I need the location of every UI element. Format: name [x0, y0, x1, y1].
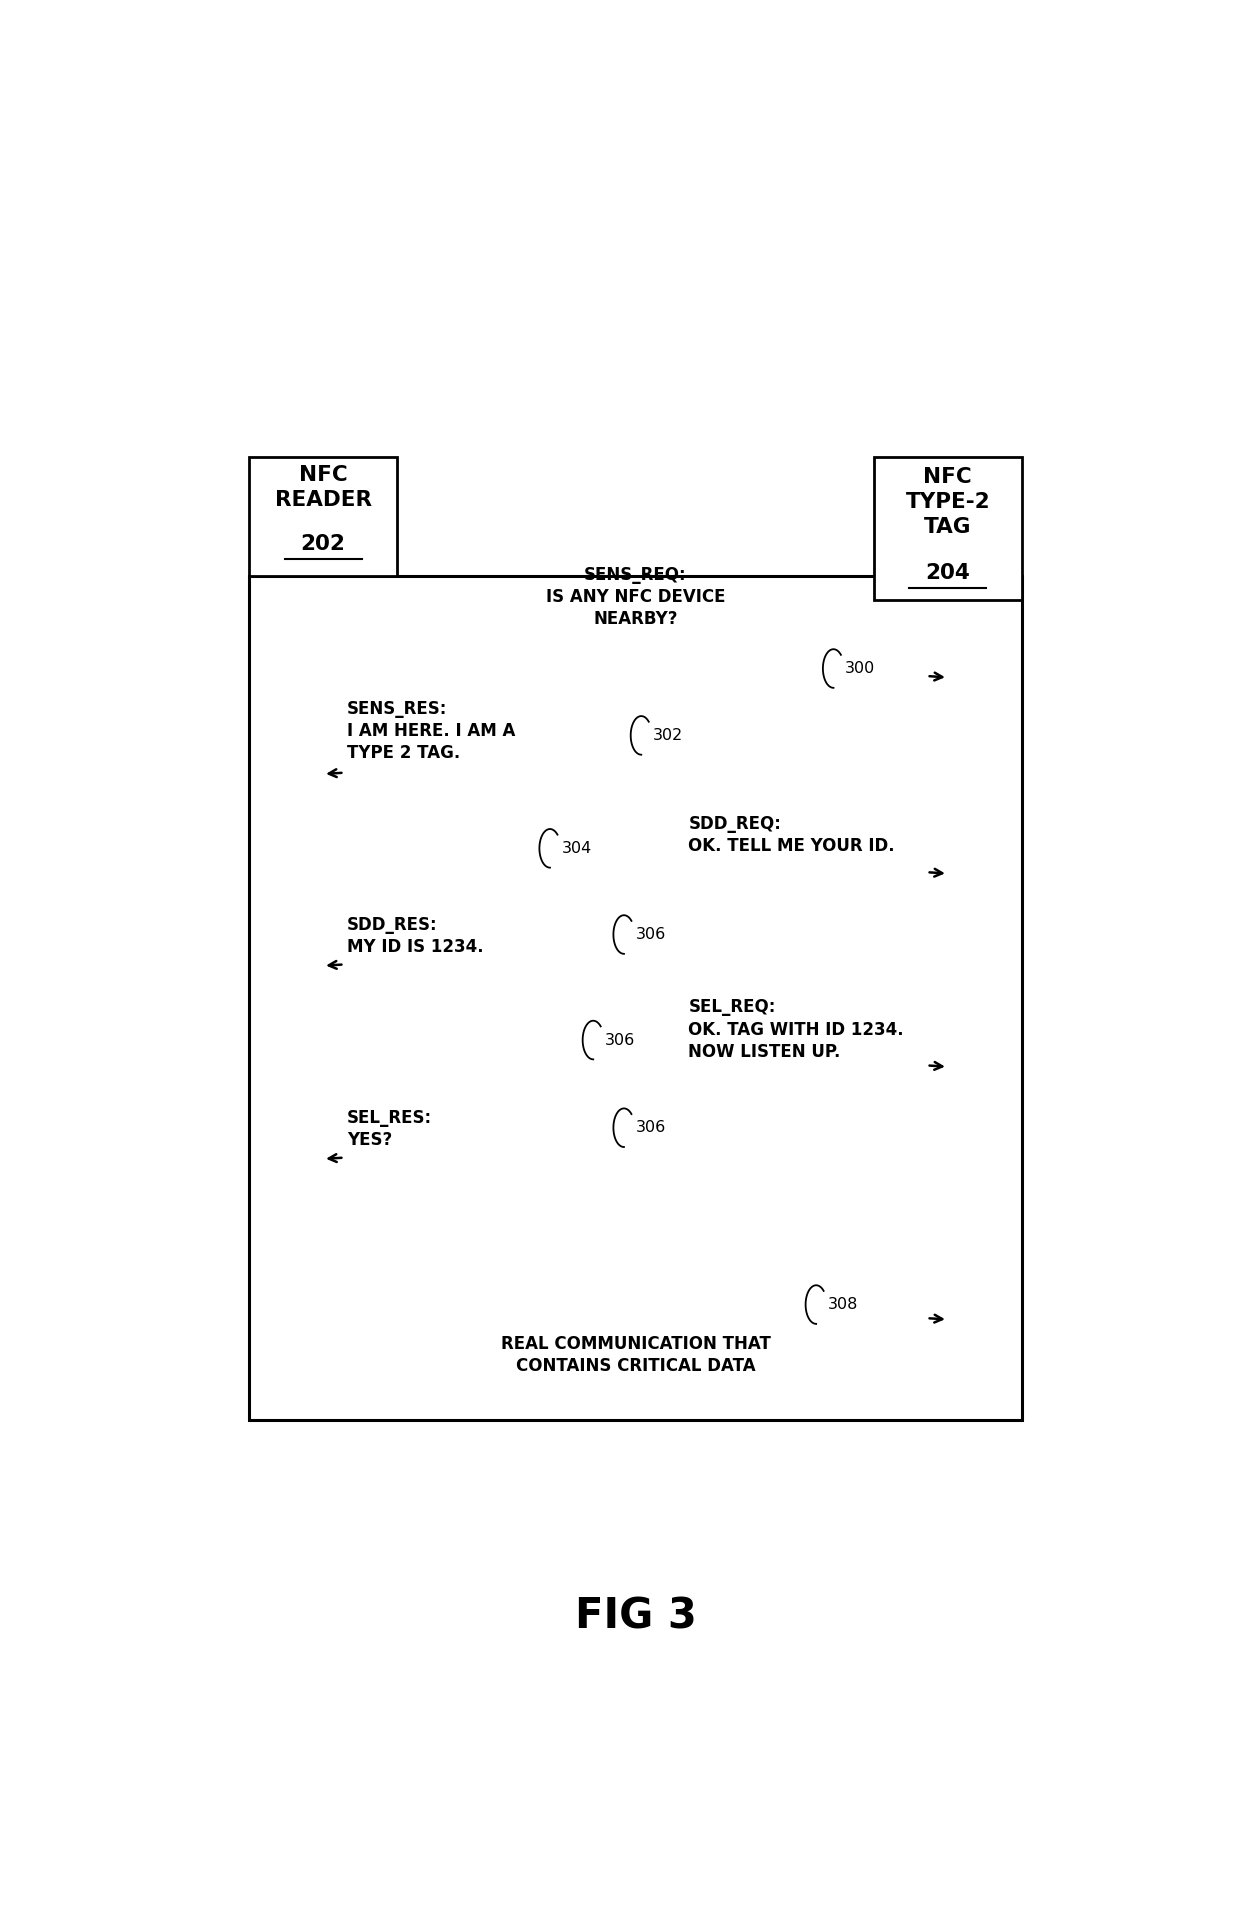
Text: 308: 308 [828, 1297, 858, 1312]
Text: NFC
TYPE-2
TAG: NFC TYPE-2 TAG [905, 467, 990, 537]
Text: 202: 202 [301, 535, 346, 554]
Text: REAL COMMUNICATION THAT
CONTAINS CRITICAL DATA: REAL COMMUNICATION THAT CONTAINS CRITICA… [501, 1336, 770, 1376]
Text: 306: 306 [635, 926, 666, 942]
Text: SENS_RES:
I AM HERE. I AM A
TYPE 2 TAG.: SENS_RES: I AM HERE. I AM A TYPE 2 TAG. [347, 701, 516, 762]
Text: 204: 204 [925, 564, 970, 583]
Text: SEL_RES:
YES?: SEL_RES: YES? [347, 1110, 433, 1148]
Text: SENS_REQ:
IS ANY NFC DEVICE
NEARBY?: SENS_REQ: IS ANY NFC DEVICE NEARBY? [546, 565, 725, 629]
Bar [249, 577, 1022, 1420]
Text: FIG 3: FIG 3 [574, 1596, 697, 1639]
Text: 302: 302 [652, 728, 683, 743]
Text: 306: 306 [605, 1033, 635, 1048]
Text: NFC
READER: NFC READER [275, 465, 372, 510]
Text: SEL_REQ:
OK. TAG WITH ID 1234.
NOW LISTEN UP.: SEL_REQ: OK. TAG WITH ID 1234. NOW LISTE… [688, 998, 904, 1062]
Bar [249, 457, 397, 577]
Text: 306: 306 [635, 1119, 666, 1135]
Text: SDD_RES:
MY ID IS 1234.: SDD_RES: MY ID IS 1234. [347, 917, 484, 955]
Text: 300: 300 [844, 660, 875, 676]
Text: 304: 304 [562, 841, 591, 855]
Bar [874, 457, 1022, 600]
Text: SDD_REQ:
OK. TELL ME YOUR ID.: SDD_REQ: OK. TELL ME YOUR ID. [688, 814, 895, 855]
